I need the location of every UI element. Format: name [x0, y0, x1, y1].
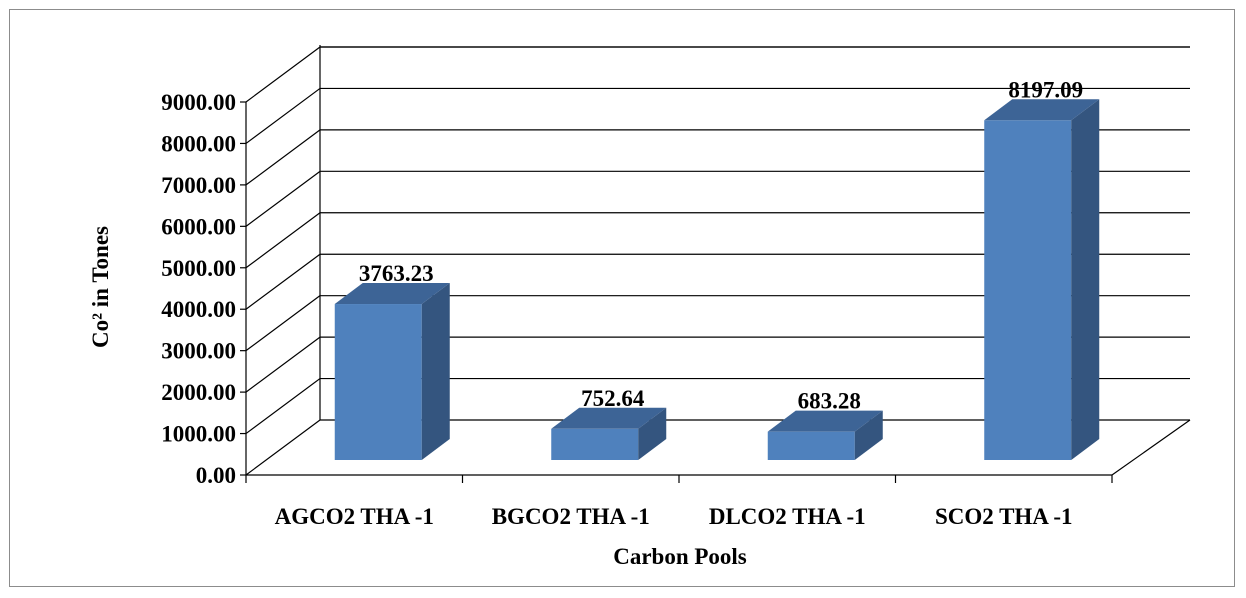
bar-side [1071, 99, 1100, 461]
data-label: 8197.09 [1008, 77, 1083, 102]
bar-front [551, 428, 639, 460]
y-tick-label: 7000.00 [161, 173, 236, 198]
x-category-labels: AGCO2 THA -1 BGCO2 THA -1 DLCO2 THA -1 SCO2… [275, 504, 1073, 529]
y-tick-label: 3000.00 [161, 339, 236, 364]
bar-1 [334, 283, 450, 460]
bar-side [638, 407, 667, 460]
gridline-side [245, 378, 321, 435]
bar-3 [767, 410, 883, 460]
bar-top [551, 407, 667, 429]
y-axis-title: Co² in Tones [88, 226, 113, 348]
bars [334, 99, 1100, 461]
bar-4 [984, 99, 1100, 461]
bar-front [334, 304, 422, 460]
gridline-side [245, 129, 321, 186]
x-category-label: DLCO2 THA -1 [709, 504, 866, 529]
y-tick-label: 1000.00 [161, 422, 236, 447]
floor-right-edge [1111, 419, 1191, 476]
gridline-side [245, 170, 321, 227]
axes [240, 45, 1191, 483]
gridline-side [245, 419, 321, 476]
data-labels: 3763.23 752.64 683.28 8197.09 [359, 77, 1083, 413]
x-category-label: SCO2 THA -1 [935, 504, 1073, 529]
bar-front [767, 431, 855, 460]
y-tick-label: 8000.00 [161, 131, 236, 156]
bar-top [767, 410, 883, 432]
y-tick-label: 5000.00 [161, 256, 236, 281]
y-tick-label: 2000.00 [161, 380, 236, 405]
y-tick-label: 0.00 [196, 463, 236, 488]
data-label: 752.64 [581, 386, 645, 411]
y-tick-label: 6000.00 [161, 214, 236, 239]
bar-top [984, 99, 1100, 121]
y-tick-labels: 0.00 1000.00 2000.00 3000.00 4000.00 5000.00 6… [161, 90, 236, 488]
gridline-side [245, 46, 321, 103]
x-axis-title: Carbon Pools [613, 544, 747, 569]
x-category-label: AGCO2 THA -1 [275, 504, 434, 529]
gridline-side [245, 336, 321, 393]
gridline-side [245, 212, 321, 269]
chart-frame [9, 9, 1235, 587]
gridline-side [245, 87, 321, 144]
bar-side [421, 283, 450, 460]
gridline-side [245, 295, 321, 352]
data-label: 683.28 [798, 389, 861, 414]
gridline-side [245, 253, 321, 310]
bar-2 [551, 407, 667, 460]
bar-side [854, 410, 883, 460]
x-category-label: BGCO2 THA -1 [492, 504, 650, 529]
y-tick-label: 4000.00 [161, 297, 236, 322]
bar-front [984, 120, 1072, 461]
y-tick-label: 9000.00 [161, 90, 236, 115]
bar-top [334, 283, 450, 305]
data-label: 3763.23 [359, 261, 434, 286]
